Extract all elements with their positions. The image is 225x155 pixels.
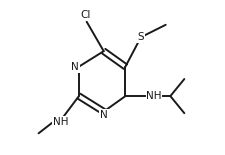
Text: NH: NH [146,91,161,101]
Text: S: S [137,32,144,42]
Text: N: N [71,62,79,72]
Text: NH: NH [52,117,68,127]
Text: N: N [99,110,107,120]
Text: Cl: Cl [80,11,90,20]
